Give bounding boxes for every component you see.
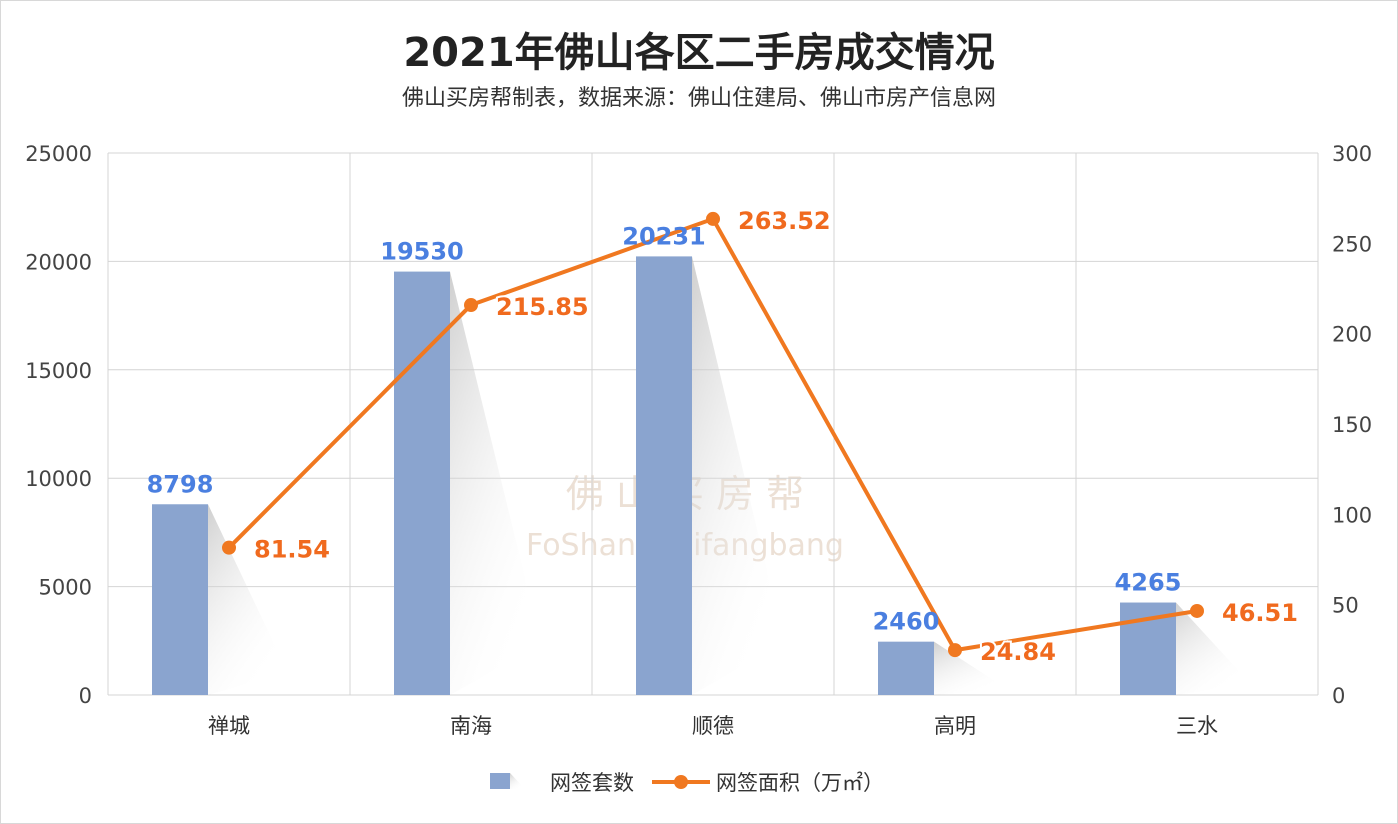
line-data-label: 24.84 <box>980 638 1056 666</box>
bar-shadow <box>692 256 784 695</box>
chart-title: 2021年佛山各区二手房成交情况 <box>403 30 995 76</box>
y-right-tick-label: 100 <box>1332 503 1372 527</box>
line-point <box>464 298 478 313</box>
y-left-tick-label: 0 <box>79 684 92 708</box>
bar-data-label: 20231 <box>622 222 706 250</box>
legend-line-marker <box>674 775 688 789</box>
bar <box>394 271 450 695</box>
bar <box>636 256 692 695</box>
y-right-tick-label: 50 <box>1332 594 1359 618</box>
bar-data-label: 8798 <box>147 470 214 498</box>
line-point <box>1190 603 1204 618</box>
bar-data-label: 4265 <box>1115 569 1182 597</box>
y-left-tick-label: 10000 <box>25 467 92 491</box>
bar-shadow <box>208 504 288 695</box>
x-tick-label: 三水 <box>1176 714 1218 738</box>
bar-shadow <box>1176 602 1251 695</box>
y-right-tick-label: 150 <box>1332 413 1372 437</box>
y-left-tick-label: 5000 <box>39 576 92 600</box>
x-tick-label: 禅城 <box>208 714 250 738</box>
line-data-label: 263.52 <box>738 207 831 235</box>
line-data-label: 81.54 <box>254 536 330 564</box>
bar-data-label: 2460 <box>873 608 940 636</box>
y-right-tick-label: 250 <box>1332 232 1372 256</box>
bar-data-label: 19530 <box>380 238 464 266</box>
bar <box>152 504 208 695</box>
legend-bar-shadow <box>510 773 525 789</box>
legend-line-label[interactable]: 网签面积（万㎡） <box>716 771 884 795</box>
line-data-label: 46.51 <box>1222 599 1298 627</box>
y-left-tick-label: 15000 <box>25 359 92 383</box>
legend-bar-swatch <box>490 773 510 789</box>
line-point <box>948 643 962 658</box>
legend-bar-label[interactable]: 网签套数 <box>550 771 634 795</box>
bar-shadow <box>450 271 542 695</box>
y-right-tick-label: 200 <box>1332 323 1372 347</box>
bar <box>878 641 934 695</box>
y-left-tick-label: 20000 <box>25 250 92 274</box>
x-tick-label: 南海 <box>450 714 492 738</box>
x-tick-label: 高明 <box>934 714 976 738</box>
y-right-tick-label: 300 <box>1332 142 1372 166</box>
line-data-label: 215.85 <box>496 293 589 321</box>
x-tick-label: 顺德 <box>692 714 734 738</box>
y-left-tick-label: 25000 <box>25 142 92 166</box>
line-point <box>222 540 236 555</box>
chart-subtitle: 佛山买房帮制表，数据来源：佛山住建局、佛山市房产信息网 <box>401 86 996 111</box>
line-point <box>706 211 720 226</box>
y-right-tick-label: 0 <box>1332 684 1345 708</box>
